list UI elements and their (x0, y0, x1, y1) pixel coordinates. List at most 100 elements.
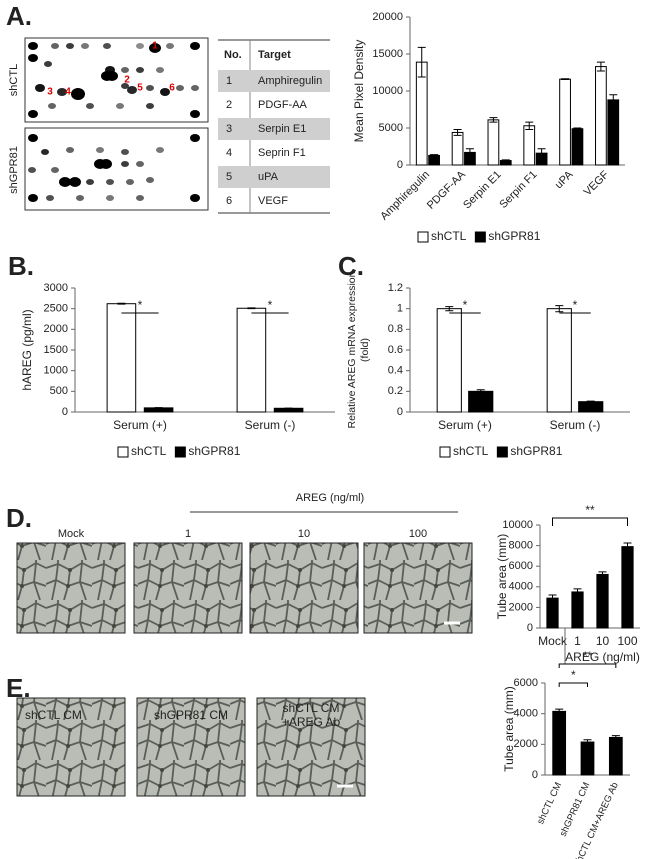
bar (552, 710, 567, 776)
bar (546, 597, 559, 629)
error-bar (611, 735, 620, 740)
error-bar (573, 588, 582, 596)
micrograph (363, 542, 473, 634)
error-bar (445, 306, 454, 312)
y-tick-label: 2000 (509, 601, 533, 613)
bar (595, 66, 607, 166)
x-tick-label: VEGF (582, 168, 612, 198)
legend-label: shGPR81 (188, 444, 240, 458)
legend-label: shCTL (131, 444, 167, 458)
legend-swatch (474, 231, 486, 243)
blot-spot (100, 159, 112, 169)
legend-swatch (174, 446, 186, 458)
blot-spot (146, 85, 154, 91)
error-bar (609, 94, 618, 106)
y-tick-label: 500 (50, 385, 68, 397)
bar (621, 546, 634, 629)
error-bar (117, 302, 126, 305)
y-axis-label: hAREG (pg/ml) (20, 309, 34, 390)
x-tick-label: 100 (617, 634, 637, 648)
error-bar (247, 307, 256, 310)
x-tick-label: 10 (596, 634, 610, 648)
y-tick-label: 15000 (372, 48, 403, 60)
blot-spot (136, 161, 144, 167)
blot-spot (190, 110, 200, 118)
blot-spot (41, 149, 49, 155)
y-axis-label: Relative AREG mRNA expression (346, 271, 358, 428)
blot-spot (160, 88, 170, 96)
y-tick-label: 8000 (509, 540, 533, 552)
bar (236, 307, 267, 413)
error-bar (555, 708, 564, 715)
y-tick-label: 0.6 (388, 344, 403, 356)
blot-spot (59, 177, 71, 187)
x-axis-label: AREG (ng/ml) (565, 650, 640, 664)
blot-spot (46, 195, 54, 201)
error-bar (573, 127, 582, 130)
table-cell: 1 (226, 75, 232, 87)
y-tick-label: 0.2 (388, 385, 403, 397)
blot-label: shGPR81 (8, 146, 20, 194)
micrograph-label: shCTL CM (283, 701, 340, 715)
error-bar (561, 78, 570, 81)
y-axis-label: (fold) (359, 338, 371, 362)
y-tick-label: 6000 (509, 560, 533, 572)
error-bar (586, 400, 595, 403)
spot-number: 6 (169, 83, 175, 94)
x-tick-label: shCTL CM (535, 781, 564, 827)
micrograph-title: AREG (ng/ml) (296, 492, 364, 504)
bar (546, 308, 572, 413)
y-tick-label: 0 (527, 622, 533, 634)
panel-label: A. (6, 1, 32, 31)
table-cell: 2 (226, 99, 232, 111)
error-bar (623, 542, 632, 551)
bar (487, 119, 500, 166)
blot-spot (121, 67, 129, 73)
blot-spot (136, 43, 144, 49)
array-blot (24, 37, 209, 123)
error-bar (465, 148, 474, 157)
y-tick-label: 0 (62, 406, 68, 418)
blot-spot (28, 167, 36, 173)
legend-label: shGPR81 (510, 444, 562, 458)
error-bar (598, 571, 607, 578)
blot-spot (28, 194, 38, 202)
micrograph-label: 10 (298, 528, 310, 540)
micrograph (16, 542, 126, 634)
bar (436, 308, 462, 413)
x-tick-label: Serpin F1 (497, 169, 539, 211)
x-tick-label: Serpin E1 (461, 169, 504, 212)
y-tick-label: 2000 (514, 738, 538, 750)
bar (468, 390, 494, 413)
micrograph-label: Mock (58, 528, 85, 540)
bar (559, 78, 571, 166)
error-bar (489, 117, 498, 123)
significance-label: * (573, 298, 578, 312)
blot-spot (66, 43, 74, 49)
error-bar (501, 159, 510, 162)
significance-label: * (571, 668, 576, 682)
y-tick-label: 2500 (44, 303, 68, 315)
table-cell: 3 (226, 123, 232, 135)
error-bar (555, 305, 564, 313)
table-cell: VEGF (258, 195, 288, 207)
spot-number: 2 (124, 75, 130, 86)
blot-spot (136, 67, 144, 73)
bar (571, 128, 584, 166)
blot-spot (116, 103, 124, 109)
legend-swatch (439, 446, 451, 458)
bar (578, 401, 604, 413)
error-bar (583, 739, 592, 745)
legend-label: shGPR81 (488, 229, 540, 243)
blot-spot (149, 43, 161, 53)
blot-spot (103, 43, 111, 49)
significance-label: * (138, 298, 143, 312)
micrograph-label: 1 (185, 528, 191, 540)
bar (580, 741, 595, 776)
bar (523, 125, 536, 166)
blot-spot (190, 134, 200, 142)
blot-label: shCTL (8, 64, 20, 96)
significance-label: ** (585, 503, 595, 517)
blot-spot (28, 54, 38, 62)
